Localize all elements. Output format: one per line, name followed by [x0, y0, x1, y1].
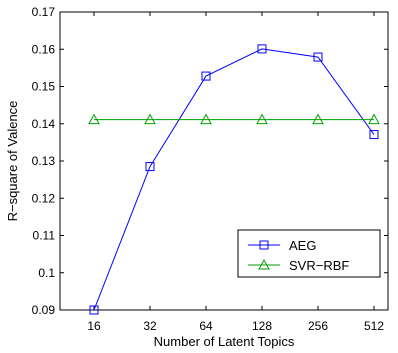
y-tick-label: 0.14 [32, 117, 56, 131]
data-point-aeg [145, 162, 155, 172]
y-tick-label: 0.09 [32, 303, 56, 317]
y-tick-label: 0.1 [38, 266, 55, 280]
x-tick-label: 256 [308, 319, 328, 333]
y-tick-label: 0.17 [32, 5, 56, 19]
data-point-aeg [369, 130, 379, 140]
data-point-svr-rbf [88, 113, 100, 125]
data-point-svr-rbf [200, 113, 212, 125]
x-tick-label: 16 [87, 319, 101, 333]
data-point-aeg [201, 71, 211, 81]
data-point-svr-rbf [368, 113, 380, 125]
data-point-aeg [89, 305, 99, 315]
legend-marker-aeg [259, 240, 269, 250]
data-point-svr-rbf [312, 113, 324, 125]
data-point-aeg [313, 52, 323, 62]
y-tick-label: 0.13 [32, 154, 56, 168]
x-tick-label: 128 [252, 319, 272, 333]
y-tick-label: 0.11 [33, 229, 56, 243]
x-tick-label: 32 [143, 319, 157, 333]
x-tick-label: 64 [199, 319, 213, 333]
data-point-aeg [257, 44, 267, 54]
y-tick-label: 0.16 [32, 42, 56, 56]
legend-marker-svr [258, 258, 270, 270]
x-tick-label: 512 [364, 319, 384, 333]
x-axis-ticks: 16 32 64 128 256 512 [87, 12, 384, 333]
series-line-aeg [93, 48, 375, 311]
data-point-svr-rbf [144, 113, 156, 125]
legend-label-aeg: AEG [289, 238, 316, 253]
series-layer [88, 44, 380, 315]
y-axis-ticks: 0.09 0.1 0.11 0.12 0.13 0.14 0.15 0.16 0.17 [32, 5, 388, 317]
legend-label-svr: SVR−RBF [289, 258, 349, 273]
data-point-svr-rbf [256, 113, 268, 125]
x-axis-label: Number of Latent Topics [154, 334, 295, 349]
y-tick-label: 0.15 [32, 80, 56, 94]
y-axis-label: R−square of Valence [5, 101, 20, 222]
y-tick-label: 0.12 [32, 191, 56, 205]
legend: AEG SVR−RBF [237, 229, 381, 278]
